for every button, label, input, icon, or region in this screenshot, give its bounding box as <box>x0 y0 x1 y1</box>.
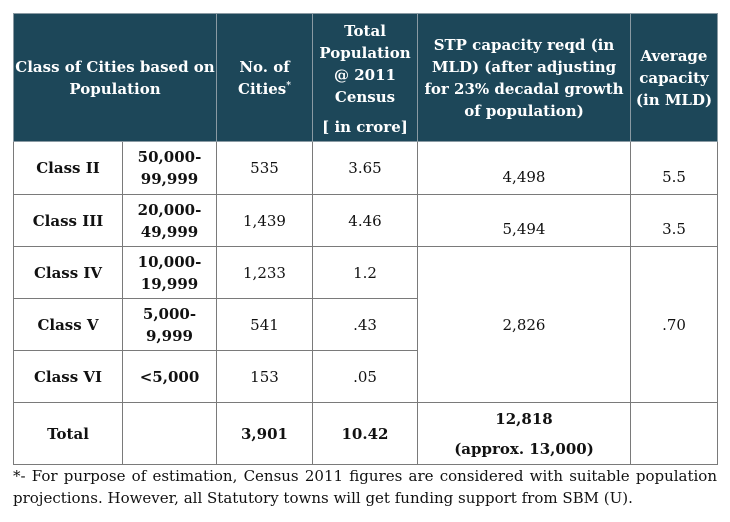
table-row: Class IV 10,000-19,999 1,233 1.2 2,826 .… <box>13 246 718 403</box>
avg-merged-cell: .70 <box>630 246 718 403</box>
total-range-cell <box>122 402 217 465</box>
range-cell: 5,000-9,999 <box>122 298 217 351</box>
census-stp-table: Class of Cities based on Population No. … <box>13 13 718 465</box>
cities-cell: 1,439 <box>216 194 313 247</box>
cities-cell: 153 <box>216 350 313 403</box>
class-cell: Class IV <box>13 246 123 299</box>
stp-cell: 5,494 <box>417 194 631 247</box>
footnote: *- For purpose of estimation, Census 201… <box>13 467 717 507</box>
population-cell: 1.2 <box>312 246 418 299</box>
total-stp-approx: (approx. 13,000) <box>454 439 594 458</box>
total-avg-cell <box>630 402 718 465</box>
header-footnote-mark: * <box>286 80 291 91</box>
cities-cell: 535 <box>216 141 313 195</box>
total-population: 10.42 <box>312 402 418 465</box>
stp-merged-cell: 2,826 <box>417 246 631 403</box>
class-cell: Class III <box>13 194 123 247</box>
range-cell: 20,000-49,999 <box>122 194 217 247</box>
header-no-of-cities: No. of Cities* <box>216 13 313 142</box>
range-cell: 10,000-19,999 <box>122 246 217 299</box>
avg-cell: 5.5 <box>630 141 718 195</box>
header-class-of-cities: Class of Cities based on Population <box>13 13 217 142</box>
total-label: Total <box>13 402 123 465</box>
class-cell: Class V <box>13 298 123 351</box>
table-row: Class VI <5,000 153 .05 <box>13 350 718 403</box>
cities-cell: 1,233 <box>216 246 313 299</box>
total-cities: 3,901 <box>216 402 313 465</box>
header-total-population: Total Population @ 2011 Census [ in cror… <box>312 13 418 142</box>
header-population-unit: [ in crore] <box>322 118 408 136</box>
population-cell: 3.65 <box>312 141 418 195</box>
total-row: Total 3,901 10.42 12,818 (approx. 13,000… <box>13 402 718 465</box>
table-row: Class III 20,000-49,999 1,439 4.46 5,494… <box>13 194 718 247</box>
header-average-capacity: Average capacity (in MLD) <box>630 13 718 142</box>
total-stp-value: 12,818 <box>495 409 553 428</box>
population-cell: .05 <box>312 350 418 403</box>
cities-cell: 541 <box>216 298 313 351</box>
table-row: Class V 5,000-9,999 541 .43 <box>13 298 718 351</box>
range-cell: 50,000-99,999 <box>122 141 217 195</box>
range-cell: <5,000 <box>122 350 217 403</box>
stp-cell: 4,498 <box>417 141 631 195</box>
table-row: Class II 50,000-99,999 535 3.65 4,498 5.… <box>13 141 718 195</box>
class-cell: Class VI <box>13 350 123 403</box>
header-total-population-text: Total Population @ 2011 Census <box>319 22 411 106</box>
header-row: Class of Cities based on Population No. … <box>13 13 718 142</box>
header-stp-capacity: STP capacity reqd (in MLD) (after adjust… <box>417 13 631 142</box>
total-stp: 12,818 (approx. 13,000) <box>417 402 631 465</box>
header-no-of-cities-text: No. of Cities <box>238 57 290 98</box>
population-cell: 4.46 <box>312 194 418 247</box>
avg-cell: 3.5 <box>630 194 718 247</box>
population-cell: .43 <box>312 298 418 351</box>
class-cell: Class II <box>13 141 123 195</box>
